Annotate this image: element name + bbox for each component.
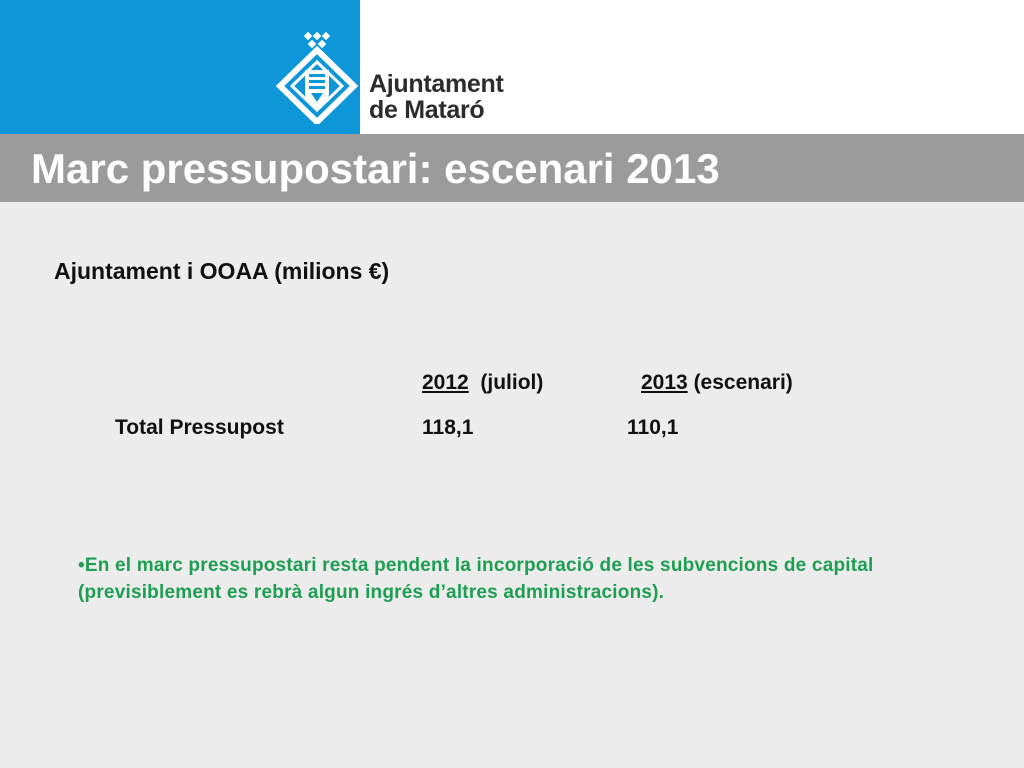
column-header-2012: 2012 (juliol) — [422, 370, 543, 396]
row-label-total-pressupost: Total Pressupost — [115, 416, 284, 439]
brand-name-line1: Ajuntament — [369, 70, 504, 98]
qualifier-escenari: (escenari) — [693, 371, 793, 394]
qualifier-juliol: (juliol) — [480, 371, 544, 394]
title-bar — [0, 134, 1024, 202]
brand-name-line2: de Mataró — [369, 96, 485, 124]
year-2013: 2013 — [641, 371, 688, 394]
value-2013: 110,1 — [627, 416, 679, 439]
slide-title: Marc pressupostari: escenari 2013 — [31, 145, 720, 192]
header-white-band — [360, 0, 1024, 134]
note-bullet: •En el marc pressupostari resta pendent … — [78, 555, 874, 603]
column-header-2013: 2013 (escenari) — [641, 370, 793, 396]
slide-subtitle: Ajuntament i OOAA (milions €) — [54, 258, 390, 284]
value-2012: 118,1 — [422, 416, 474, 439]
coat-of-arms-icon — [276, 31, 358, 124]
year-2012: 2012 — [422, 371, 469, 394]
